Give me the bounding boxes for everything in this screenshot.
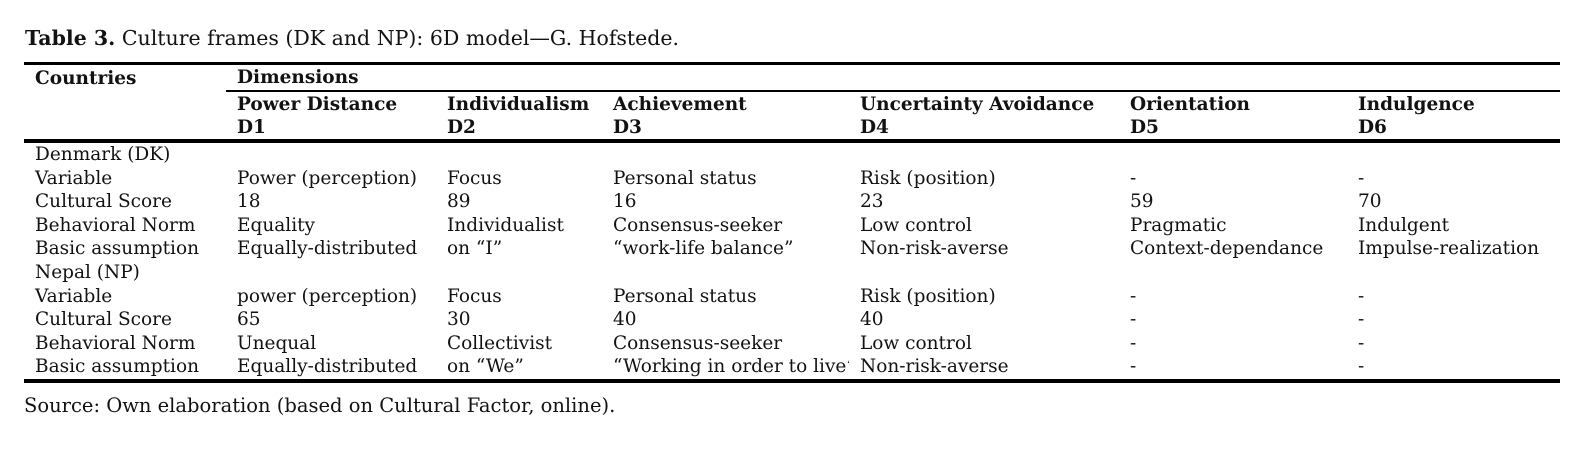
table-cell: 40 <box>613 309 637 331</box>
row-label: Behavioral Norm <box>35 214 196 236</box>
table-cell: Consensus-seeker <box>613 214 783 236</box>
table-row: Cultural Score 65 30 40 40 - - <box>24 308 1560 332</box>
table-cell: Focus <box>447 167 502 189</box>
country-section-row: Nepal (NP) <box>24 261 1560 285</box>
table-cell: - <box>1358 167 1365 189</box>
empty-cell <box>226 261 1560 285</box>
table-cell: Risk (position) <box>860 285 996 307</box>
column-header-indulgence: Indulgence <box>1358 94 1475 115</box>
table-cell: 16 <box>613 191 637 213</box>
table-cell: Personal status <box>613 285 757 307</box>
column-code-d1: D1 <box>226 117 436 143</box>
row-label: Cultural Score <box>35 309 172 331</box>
column-header-individualism: Individualism <box>447 94 590 115</box>
table-cell: Consensus-seeker <box>613 332 783 354</box>
table-cell: 23 <box>860 191 884 213</box>
table-cell: 18 <box>237 191 261 213</box>
empty-cell <box>24 91 226 117</box>
table-caption-text: Culture frames (DK and NP): 6D model—G. … <box>121 26 680 50</box>
column-header-uncertainty-avoidance: Uncertainty Avoidance <box>860 94 1095 115</box>
table-cell: Non-risk-averse <box>860 356 1009 378</box>
table-cell: Pragmatic <box>1130 214 1227 236</box>
table-cell: “work-life balance” <box>613 238 794 260</box>
country-label: Nepal (NP) <box>35 261 140 283</box>
table-cell: 89 <box>447 191 471 213</box>
table-cell: - <box>1130 167 1137 189</box>
column-code-d2: D2 <box>436 117 602 143</box>
table-cell: Risk (position) <box>860 167 996 189</box>
paper-table-figure: Table 3. Culture frames (DK and NP): 6D … <box>0 24 1587 462</box>
table-cell: - <box>1358 332 1365 354</box>
table-cell: 59 <box>1130 191 1154 213</box>
table-cell: 30 <box>447 309 471 331</box>
table-cell: - <box>1130 332 1137 354</box>
table-cell: 40 <box>860 309 884 331</box>
empty-cell <box>24 117 226 143</box>
table-cell: 70 <box>1358 191 1382 213</box>
table-cell: Low control <box>860 332 972 354</box>
table-cell: Individualist <box>447 214 564 236</box>
table-cell: power (perception) <box>237 285 418 307</box>
country-section-row: Denmark (DK) <box>24 141 1560 167</box>
row-label: Cultural Score <box>35 191 172 213</box>
table-row: Variable power (perception) Focus Person… <box>24 285 1560 309</box>
column-group-header-dimensions: Dimensions <box>226 63 1561 92</box>
table-cell: Non-risk-averse <box>860 238 1009 260</box>
table-cell: - <box>1130 285 1137 307</box>
table-row: Behavioral Norm Equality Individualist C… <box>24 214 1560 238</box>
column-code-d6: D6 <box>1347 117 1561 143</box>
table-row: D1 D2 D3 D4 D5 D6 <box>24 117 1561 143</box>
table-cell: Equality <box>237 214 316 236</box>
table-cell: Context-dependance <box>1130 238 1324 260</box>
table-cell: Indulgent <box>1358 214 1450 236</box>
table-cell: on “We” <box>447 356 524 378</box>
country-label: Denmark (DK) <box>35 144 171 165</box>
table-row: Countries Dimensions <box>24 63 1561 92</box>
column-header-orientation: Orientation <box>1130 94 1251 115</box>
row-label: Basic assumption <box>35 238 199 260</box>
culture-frames-table: Countries Dimensions Power Distance Indi… <box>24 62 1561 383</box>
table-cell: Focus <box>447 285 502 307</box>
table-row: Power Distance Individualism Achievement… <box>24 91 1560 117</box>
source-note: Source: Own elaboration (based on Cultur… <box>24 393 616 417</box>
table-caption: Table 3. Culture frames (DK and NP): 6D … <box>25 24 1587 52</box>
table-row: Basic assumption Equally-distributed on … <box>24 355 1560 381</box>
column-header-countries: Countries <box>35 67 137 89</box>
row-label: Behavioral Norm <box>35 332 196 354</box>
table-row: Behavioral Norm Unequal Collectivist Con… <box>24 332 1560 356</box>
table-row: Variable Power (perception) Focus Person… <box>24 167 1560 191</box>
table-cell: Unequal <box>237 332 317 354</box>
table-cell: 65 <box>237 309 261 331</box>
table-cell: - <box>1130 309 1137 331</box>
table-cell: Equally-distributed <box>237 238 418 260</box>
table-cell: on “I” <box>447 238 503 260</box>
column-code-d3: D3 <box>602 117 849 143</box>
column-code-d5: D5 <box>1119 117 1347 143</box>
table-cell: Collectivist <box>447 332 553 354</box>
table-cell: Equally-distributed <box>237 356 418 378</box>
column-header-achievement: Achievement <box>613 94 747 115</box>
table-cell: “Working in order to live” <box>613 356 849 378</box>
row-label: Basic assumption <box>35 356 199 378</box>
empty-cell <box>226 141 1560 167</box>
table-cell: - <box>1130 356 1137 378</box>
table-row: Cultural Score 18 89 16 23 59 70 <box>24 190 1560 214</box>
table-cell: Impulse-realization <box>1358 238 1540 260</box>
row-label: Variable <box>35 167 113 189</box>
table-cell: - <box>1358 356 1365 378</box>
table-row: Basic assumption Equally-distributed on … <box>24 237 1560 261</box>
column-header-power-distance: Power Distance <box>237 94 398 115</box>
column-code-d4: D4 <box>849 117 1119 143</box>
table-cell: - <box>1358 309 1365 331</box>
table-cell: Low control <box>860 214 972 236</box>
table-cell: - <box>1358 285 1365 307</box>
table-cell: Personal status <box>613 167 757 189</box>
table-cell: Power (perception) <box>237 167 417 189</box>
row-label: Variable <box>35 285 113 307</box>
table-caption-label: Table 3. <box>25 26 116 50</box>
